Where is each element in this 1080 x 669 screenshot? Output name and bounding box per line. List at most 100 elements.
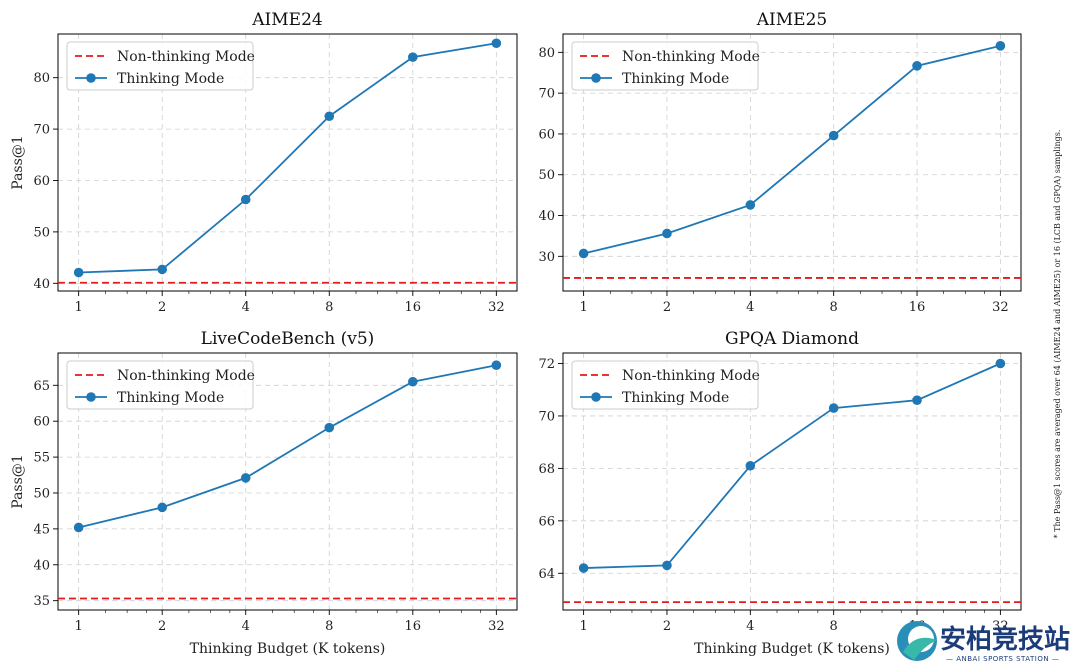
thinking-point — [662, 560, 672, 571]
thinking-point — [995, 358, 1006, 369]
y-tick-label: 80 — [33, 71, 50, 86]
y-tick-label: 30 — [538, 250, 555, 265]
x-tick-label: 32 — [488, 300, 505, 315]
axes-frame — [562, 352, 1022, 611]
thinking-point — [745, 200, 756, 210]
thinking-line — [78, 42, 497, 274]
thinking-point — [578, 248, 589, 259]
charts-container: 1 2 4 8 16 32 40 50 60 70 80 AIME24 Pass@1 Non-thinki… — [10, 10, 1022, 657]
watermark-text-en: — ANBAI SPORTS STATION — — [946, 655, 1059, 663]
x-axis-label: Thinking Budget (K tokens) — [694, 641, 890, 657]
thinking-point — [73, 267, 84, 278]
legend-label-thinking: Thinking Mode — [622, 390, 729, 406]
chart-title: GPQA Diamond — [725, 329, 859, 349]
thinking-line — [78, 364, 497, 529]
thinking-point — [157, 502, 167, 513]
y-tick-label: 80 — [538, 46, 555, 61]
x-tick-label: 4 — [746, 619, 754, 634]
chart-title: AIME25 — [756, 10, 827, 30]
x-tick-label: 8 — [830, 619, 838, 634]
y-tick-label: 60 — [538, 127, 555, 142]
thinking-point — [912, 61, 922, 71]
legend-marker-thinking — [591, 392, 601, 402]
y-tick-label: 70 — [538, 87, 555, 102]
x-tick-label: 8 — [830, 300, 838, 315]
y-tick-label: 50 — [33, 486, 50, 501]
x-tick-label: 4 — [746, 300, 754, 315]
legend-label-nonthinking: Non-thinking Mode — [622, 368, 760, 384]
watermark-logo-icon — [897, 621, 937, 661]
legend-label-nonthinking: Non-thinking Mode — [622, 49, 760, 65]
x-tick-label: 2 — [663, 300, 671, 315]
x-tick-label: 1 — [579, 619, 587, 634]
y-tick-label: 70 — [538, 409, 555, 424]
chart-title: AIME24 — [251, 10, 322, 30]
x-tick-label: 32 — [488, 619, 505, 634]
footnote: * The Pass@1 scores are averaged over 64… — [1053, 130, 1062, 539]
thinking-point — [828, 403, 839, 413]
thinking-point — [995, 41, 1006, 51]
legend-label-thinking: Thinking Mode — [117, 71, 224, 87]
x-tick-label: 2 — [158, 300, 166, 315]
y-tick-label: 72 — [538, 357, 555, 372]
thinking-point — [408, 376, 418, 387]
x-tick-label: 4 — [242, 619, 250, 634]
thinking-point — [157, 264, 167, 275]
axes-frame — [57, 33, 518, 292]
chart-panel-2: 1 2 4 8 16 32 30 40 50 60 70 80 AIME25 Non-thinking M… — [538, 10, 1022, 315]
watermark-text-cn: 安柏竞技站 — [940, 624, 1070, 655]
chart-panel-3: 1 2 4 8 16 32 35 40 45 50 55 60 65 LiveCodeBench (v5)… — [10, 329, 518, 657]
x-axis-label: Thinking Budget (K tokens) — [190, 641, 386, 657]
x-tick-label: 2 — [663, 619, 671, 634]
y-tick-label: 50 — [33, 225, 50, 240]
thinking-point — [240, 194, 251, 205]
x-tick-label: 1 — [579, 300, 587, 315]
x-tick-label: 32 — [992, 619, 1009, 634]
thinking-point — [324, 422, 335, 433]
legend-box — [571, 41, 759, 91]
watermark: 安柏竞技站 — ANBAI SPORTS STATION — — [897, 621, 1070, 663]
x-tick-label: 1 — [75, 619, 83, 634]
y-tick-label: 66 — [538, 514, 555, 529]
thinking-point — [408, 52, 418, 62]
legend-marker-thinking — [86, 392, 96, 402]
thinking-point — [828, 130, 839, 141]
legend-marker-thinking — [591, 73, 601, 83]
thinking-line — [583, 44, 1001, 255]
y-tick-label: 40 — [538, 209, 555, 224]
legend-label-nonthinking: Non-thinking Mode — [117, 368, 255, 384]
axes-frame — [562, 33, 1022, 292]
legend-label-thinking: Thinking Mode — [117, 390, 224, 406]
thinking-point — [73, 522, 84, 533]
chart-panel-1: 1 2 4 8 16 32 40 50 60 70 80 AIME24 Pass@1 Non-thinki… — [10, 10, 518, 315]
x-tick-label: 32 — [992, 300, 1009, 315]
legend-marker-thinking — [86, 73, 96, 83]
y-tick-label: 35 — [33, 594, 50, 609]
axes-frame — [57, 352, 518, 611]
y-tick-label: 50 — [538, 168, 555, 183]
y-tick-label: 64 — [538, 567, 555, 582]
legend-label-thinking: Thinking Mode — [622, 71, 729, 87]
thinking-point — [912, 395, 922, 406]
y-tick-label: 55 — [33, 451, 50, 466]
thinking-point — [240, 473, 251, 483]
legend-label-nonthinking: Non-thinking Mode — [117, 49, 255, 65]
x-tick-label: 1 — [75, 300, 83, 315]
thinking-point — [745, 460, 756, 471]
chart-title: LiveCodeBench (v5) — [201, 329, 375, 349]
legend-box — [66, 41, 254, 91]
x-tick-label: 16 — [405, 619, 422, 634]
thinking-point — [662, 228, 672, 239]
x-tick-label: 8 — [325, 300, 333, 315]
y-tick-label: 40 — [33, 558, 50, 573]
legend-box — [571, 360, 759, 410]
thinking-point — [578, 563, 589, 573]
legend-box — [66, 360, 254, 410]
x-tick-label: 4 — [242, 300, 250, 315]
y-tick-label: 70 — [33, 123, 50, 138]
thinking-line — [583, 362, 1001, 569]
x-tick-label: 8 — [325, 619, 333, 634]
x-tick-label: 2 — [158, 619, 166, 634]
